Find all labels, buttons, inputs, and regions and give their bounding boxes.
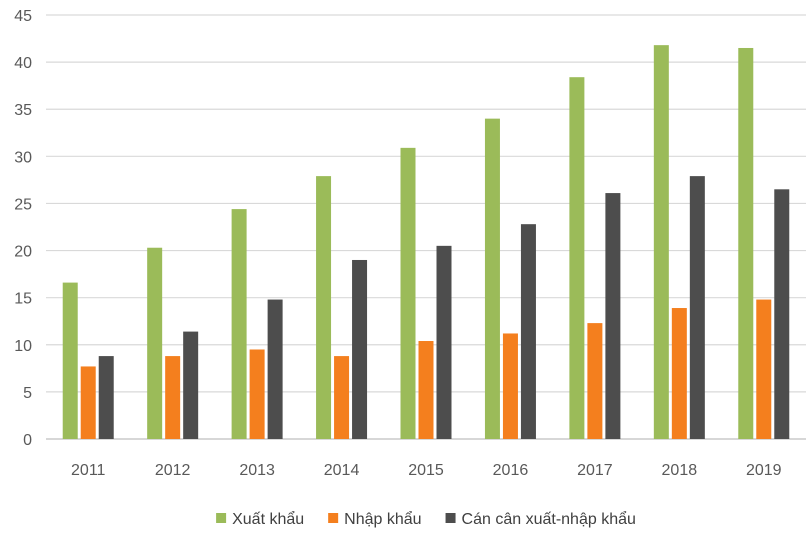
bar-xu-t-kh-u-2012: [147, 247, 163, 439]
bar-nh-p-kh-u-2014: [334, 356, 350, 439]
bar-nh-p-kh-u-2011: [80, 366, 96, 439]
bar-c-n-c-n-xu-t-nh-p-kh-u-2011: [98, 356, 114, 439]
bar-c-n-c-n-xu-t-nh-p-kh-u-2012: [183, 331, 199, 439]
bar-c-n-c-n-xu-t-nh-p-kh-u-2019: [774, 189, 790, 439]
bar-c-n-c-n-xu-t-nh-p-kh-u-2015: [436, 245, 452, 439]
x-tick-label: 2018: [662, 462, 698, 479]
bar-xu-t-kh-u-2019: [738, 47, 754, 439]
y-tick-label: 20: [14, 244, 32, 261]
x-tick-label: 2019: [746, 462, 782, 479]
bar-xu-t-kh-u-2014: [316, 176, 332, 439]
y-tick-label: 10: [14, 338, 32, 355]
y-tick-label: 15: [14, 291, 32, 308]
bar-c-n-c-n-xu-t-nh-p-kh-u-2016: [520, 224, 536, 439]
bar-c-n-c-n-xu-t-nh-p-kh-u-2013: [267, 299, 283, 439]
x-tick-label: 2013: [239, 462, 275, 479]
y-tick-label: 5: [23, 385, 32, 402]
legend-label: Nhập khẩu: [344, 510, 421, 528]
bar-c-n-c-n-xu-t-nh-p-kh-u-2017: [605, 193, 621, 439]
bar-nh-p-kh-u-2013: [249, 349, 265, 439]
bar-c-n-c-n-xu-t-nh-p-kh-u-2018: [689, 176, 705, 439]
bar-xu-t-kh-u-2018: [653, 45, 669, 439]
x-tick-label: 2016: [493, 462, 529, 479]
x-tick-label: 2011: [71, 462, 106, 479]
legend: Xuất khẩu Nhập khẩu Cán cân xuất-nhập khẩu: [216, 510, 636, 528]
y-tick-label: 35: [14, 102, 32, 119]
x-tick-label: 2012: [155, 462, 191, 479]
bar-nh-p-kh-u-2019: [756, 299, 772, 439]
legend-swatch: [216, 513, 227, 523]
bar-nh-p-kh-u-2017: [587, 323, 603, 439]
bar-nh-p-kh-u-2018: [671, 308, 687, 439]
y-tick-label: 30: [14, 149, 32, 166]
legend-item: Xuất khẩu: [216, 510, 304, 528]
legend-swatch: [445, 513, 456, 523]
legend-label: Xuất khẩu: [232, 510, 304, 528]
legend-item: Nhập khẩu: [328, 510, 422, 528]
y-axis-tick-labels: 0 5 10 15 20 25 30 35 40 45: [14, 8, 32, 449]
bar-c-n-c-n-xu-t-nh-p-kh-u-2014: [352, 259, 368, 439]
x-tick-label: 2015: [408, 462, 444, 479]
y-tick-label: 0: [23, 432, 32, 449]
y-tick-label: 25: [14, 196, 32, 213]
x-tick-label: 2017: [577, 462, 613, 479]
bar-nh-p-kh-u-2016: [502, 333, 518, 439]
bar-xu-t-kh-u-2011: [62, 282, 78, 439]
x-axis-tick-labels: 2011 2012 2013 2014 2015 2016 2017 2018 2019: [71, 462, 782, 479]
legend-label: Cán cân xuất-nhập khẩu: [462, 510, 636, 528]
y-tick-label: 45: [14, 8, 32, 25]
legend-item: Cán cân xuất-nhập khẩu: [445, 510, 636, 528]
x-tick-label: 2014: [324, 462, 360, 479]
bar-xu-t-kh-u-2013: [231, 209, 247, 439]
bar-xu-t-kh-u-2017: [569, 77, 585, 439]
bar-xu-t-kh-u-2016: [484, 118, 500, 440]
legend-swatch: [328, 513, 339, 523]
bars: [62, 45, 790, 440]
bar-nh-p-kh-u-2012: [165, 356, 181, 439]
y-tick-label: 40: [14, 55, 32, 72]
bar-nh-p-kh-u-2015: [418, 341, 434, 439]
bar-xu-t-kh-u-2015: [400, 147, 416, 439]
